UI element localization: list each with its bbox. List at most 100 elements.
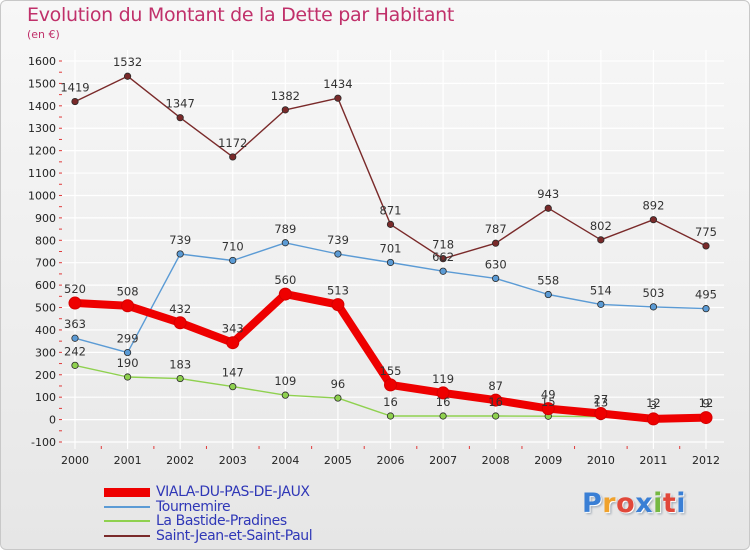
- data-label: 630: [485, 257, 507, 271]
- data-point: [123, 373, 132, 381]
- data-point: [281, 106, 289, 114]
- y-tick-label: 1200: [28, 145, 56, 158]
- data-label: 49: [541, 388, 556, 402]
- x-tick-label: 2002: [166, 454, 194, 467]
- y-tick-label: 1600: [28, 55, 56, 68]
- data-point: [492, 412, 500, 420]
- data-point: [439, 255, 447, 263]
- y-tick-label: 400: [35, 324, 56, 337]
- logo-letter: i: [653, 488, 663, 519]
- x-tick-label: 2005: [324, 454, 352, 467]
- data-point: [229, 256, 237, 265]
- data-point: [384, 378, 397, 392]
- y-tick-label: 800: [35, 234, 56, 247]
- data-label: 155: [380, 364, 402, 378]
- data-point: [334, 250, 342, 258]
- data-point: [71, 97, 79, 106]
- data-point: [71, 361, 79, 369]
- data-label: 943: [537, 187, 559, 201]
- data-label: 147: [222, 366, 244, 380]
- data-point: [281, 391, 289, 399]
- y-tick-label: 300: [35, 346, 56, 359]
- data-point: [281, 239, 289, 247]
- x-tick-label: 2009: [534, 454, 562, 467]
- x-tick-label: 2007: [429, 454, 457, 467]
- data-point: [226, 336, 240, 350]
- legend-label: VIALA-DU-PAS-DE-JAUX: [156, 484, 310, 501]
- data-label: 16: [436, 395, 451, 409]
- y-tick-label: 600: [35, 279, 56, 292]
- data-label: 16: [383, 395, 398, 409]
- data-label: 710: [222, 239, 244, 253]
- data-label: 558: [537, 274, 559, 288]
- data-point: [386, 258, 395, 267]
- legend-item: La Bastide-Pradines: [104, 513, 312, 530]
- y-tick-label: 1000: [28, 189, 56, 202]
- data-label: 299: [117, 332, 139, 346]
- x-tick-label: 2003: [219, 454, 247, 467]
- y-tick-label: 200: [35, 369, 56, 382]
- logo-letter: P: [582, 488, 603, 519]
- data-label: 802: [590, 219, 612, 233]
- logo-letter: o: [616, 488, 636, 519]
- data-label: 560: [274, 273, 296, 287]
- data-point: [176, 250, 184, 258]
- data-point: [439, 412, 447, 420]
- legend-swatch: [104, 534, 150, 537]
- x-tick-label: 2000: [61, 454, 89, 467]
- data-label: 432: [169, 302, 191, 316]
- data-label: 96: [331, 377, 346, 391]
- data-point: [489, 393, 503, 407]
- y-tick-label: 100: [35, 391, 56, 404]
- data-point: [386, 412, 395, 420]
- data-label: 739: [169, 233, 191, 247]
- data-point: [597, 300, 605, 308]
- data-point: [492, 274, 500, 282]
- data-label: 12: [699, 396, 714, 410]
- data-label: 87: [488, 379, 503, 393]
- data-point: [71, 334, 79, 342]
- data-point: [123, 348, 132, 357]
- data-label: 183: [169, 358, 191, 372]
- y-tick-label: 1300: [28, 122, 56, 135]
- y-tick-label: 700: [35, 257, 56, 270]
- legend-item: VIALA-DU-PAS-DE-JAUX: [104, 484, 312, 501]
- data-label: 9: [702, 397, 709, 411]
- data-point: [699, 411, 713, 425]
- data-label: 1532: [113, 55, 142, 69]
- data-point: [594, 407, 608, 421]
- data-label: 503: [642, 286, 664, 300]
- data-label: 1434: [323, 77, 352, 91]
- data-point: [278, 287, 292, 301]
- legend: VIALA-DU-PAS-DE-JAUX Tournemire La Basti…: [104, 484, 313, 544]
- legend-item: Tournemire: [104, 499, 312, 515]
- x-tick-label: 2006: [377, 454, 405, 467]
- data-label: 508: [117, 285, 139, 299]
- data-point: [121, 299, 135, 313]
- data-point: [123, 72, 132, 80]
- data-label: 514: [590, 283, 612, 297]
- legend-swatch: [104, 520, 150, 523]
- data-label: 1382: [271, 89, 300, 103]
- legend-label: Saint-Jean-et-Saint-Paul: [156, 527, 313, 544]
- chart-unit: (en €): [27, 28, 60, 41]
- data-point: [229, 383, 237, 391]
- data-point: [541, 402, 555, 416]
- legend-swatch: [104, 505, 150, 508]
- data-point: [439, 267, 447, 275]
- logo-letter: t: [662, 488, 677, 519]
- data-label: 495: [695, 288, 717, 302]
- data-label: 3: [650, 398, 657, 412]
- data-point: [597, 236, 605, 244]
- data-label: 1172: [218, 136, 247, 150]
- data-label: 739: [327, 233, 349, 247]
- y-tick-label: 0: [49, 414, 56, 427]
- x-tick-label: 2012: [692, 454, 720, 467]
- data-label: 109: [274, 374, 296, 388]
- y-tick-label: 500: [35, 302, 56, 315]
- y-tick-label: 1100: [28, 167, 56, 180]
- legend-label: La Bastide-Pradines: [156, 513, 287, 530]
- data-label: 16: [488, 395, 503, 409]
- data-point: [544, 290, 552, 299]
